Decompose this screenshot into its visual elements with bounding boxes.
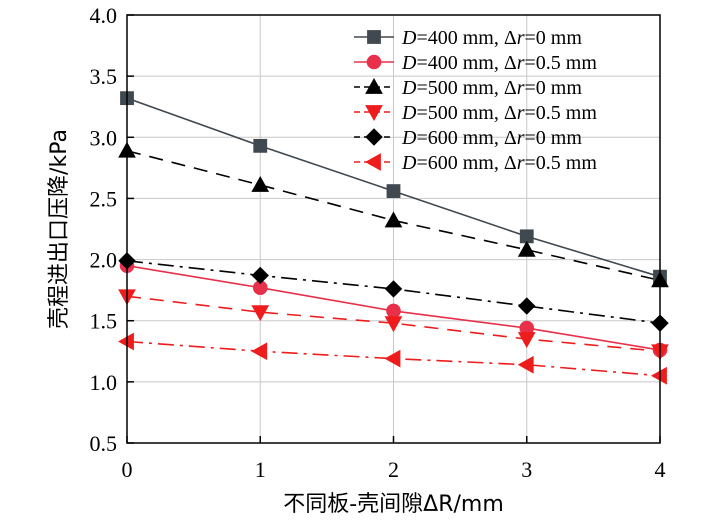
x-tick-label: 4 bbox=[655, 457, 666, 482]
legend-marker-2 bbox=[365, 77, 383, 94]
legend-label-part: =0.5 mm bbox=[525, 102, 598, 124]
y-tick-label: 3.0 bbox=[90, 125, 118, 150]
data-point-0-2 bbox=[386, 184, 401, 198]
data-point-2-3 bbox=[517, 240, 536, 257]
legend-label-part: =0 mm bbox=[525, 27, 583, 49]
legend-label-part: r bbox=[517, 52, 525, 74]
data-point-0-1 bbox=[253, 138, 268, 153]
legend-label-0: D=400 mm, Δr=0 mm bbox=[401, 27, 582, 49]
data-point-4-3 bbox=[518, 297, 536, 315]
y-axis-title: 壳程进出口压降/kPa bbox=[47, 129, 72, 329]
legend-label-part: r bbox=[517, 102, 525, 124]
y-tick-label: 2.5 bbox=[90, 186, 118, 211]
x-tick-label: 2 bbox=[388, 457, 399, 482]
x-tick-label: 3 bbox=[521, 457, 532, 482]
legend-label-part: D bbox=[401, 52, 417, 74]
data-point-5-4 bbox=[650, 366, 667, 385]
series-line-4 bbox=[126, 259, 661, 324]
legend-label-1: D=400 mm, Δr=0.5 mm bbox=[401, 52, 597, 74]
axis-ticks: 0 1 2 3 4 0.5 1.0 1.5 2.0 2.5 3.0 3.5 4.0 bbox=[90, 3, 666, 482]
data-point-2-2 bbox=[384, 211, 403, 228]
legend-label-3: D=500 mm, Δr=0.5 mm bbox=[401, 102, 597, 124]
legend-label-part: r bbox=[517, 152, 525, 174]
series-line-3 bbox=[126, 295, 661, 353]
legend-label-part: =0 mm bbox=[525, 127, 583, 149]
data-point-2-1 bbox=[251, 175, 270, 192]
legend-marker-3 bbox=[365, 105, 383, 122]
x-tick-label: 0 bbox=[122, 457, 133, 482]
legend-label-part: D bbox=[401, 102, 417, 124]
data-point-5-0 bbox=[117, 332, 134, 351]
legend-marker-0 bbox=[367, 30, 381, 44]
legend-label-part: D bbox=[401, 77, 417, 99]
data-point-5-1 bbox=[251, 342, 268, 361]
legend-label-part: =0.5 mm bbox=[525, 52, 598, 74]
legend-label-2: D=500 mm, Δr=0 mm bbox=[401, 77, 582, 99]
legend-label-part: =0.5 mm bbox=[525, 152, 598, 174]
data-point-3-2 bbox=[384, 316, 403, 333]
legend-label-part: D bbox=[401, 127, 417, 149]
data-point-5-2 bbox=[384, 349, 401, 368]
y-tick-label: 4.0 bbox=[90, 3, 118, 28]
legend-label-part: r bbox=[517, 127, 525, 149]
data-point-3-3 bbox=[517, 332, 536, 349]
data-point-4-2 bbox=[384, 280, 403, 298]
legend-label-part: =0 mm bbox=[525, 77, 583, 99]
data-point-1-2 bbox=[386, 303, 401, 319]
legend-label-part: =600 mm, Δ bbox=[416, 127, 516, 149]
legend-label-5: D=600 mm, Δr=0.5 mm bbox=[401, 152, 597, 174]
legend-label-part: =400 mm, Δ bbox=[416, 27, 516, 49]
series-markers bbox=[117, 91, 669, 385]
x-axis-title: 不同板-壳间隙ΔR/mm bbox=[283, 492, 504, 517]
legend-label-part: =600 mm, Δ bbox=[416, 152, 516, 174]
legend-marker-5 bbox=[364, 153, 381, 171]
legend: D=400 mm, Δr=0 mmD=400 mm, Δr=0.5 mmD=50… bbox=[354, 27, 597, 174]
legend-label-part: =500 mm, Δ bbox=[416, 77, 516, 99]
legend-label-part: =500 mm, Δ bbox=[416, 102, 516, 124]
legend-marker-1 bbox=[366, 54, 382, 70]
legend-label-part: r bbox=[517, 77, 525, 99]
legend-label-part: =400 mm, Δ bbox=[416, 52, 516, 74]
y-tick-label: 2.0 bbox=[90, 248, 118, 273]
legend-label-part: r bbox=[517, 27, 525, 49]
series-line-5 bbox=[126, 340, 661, 377]
legend-label-4: D=600 mm, Δr=0 mm bbox=[401, 127, 582, 149]
y-tick-label: 1.0 bbox=[90, 370, 118, 395]
data-point-3-1 bbox=[251, 305, 270, 322]
y-tick-label: 0.5 bbox=[90, 431, 118, 456]
legend-label-part: D bbox=[401, 152, 417, 174]
x-tick-label: 1 bbox=[255, 457, 266, 482]
y-tick-label: 3.5 bbox=[90, 64, 118, 89]
legend-marker-4 bbox=[365, 128, 383, 146]
legend-label-part: D bbox=[401, 27, 417, 49]
data-point-5-3 bbox=[517, 355, 534, 374]
data-point-4-1 bbox=[251, 266, 269, 285]
y-tick-label: 1.5 bbox=[90, 309, 118, 334]
